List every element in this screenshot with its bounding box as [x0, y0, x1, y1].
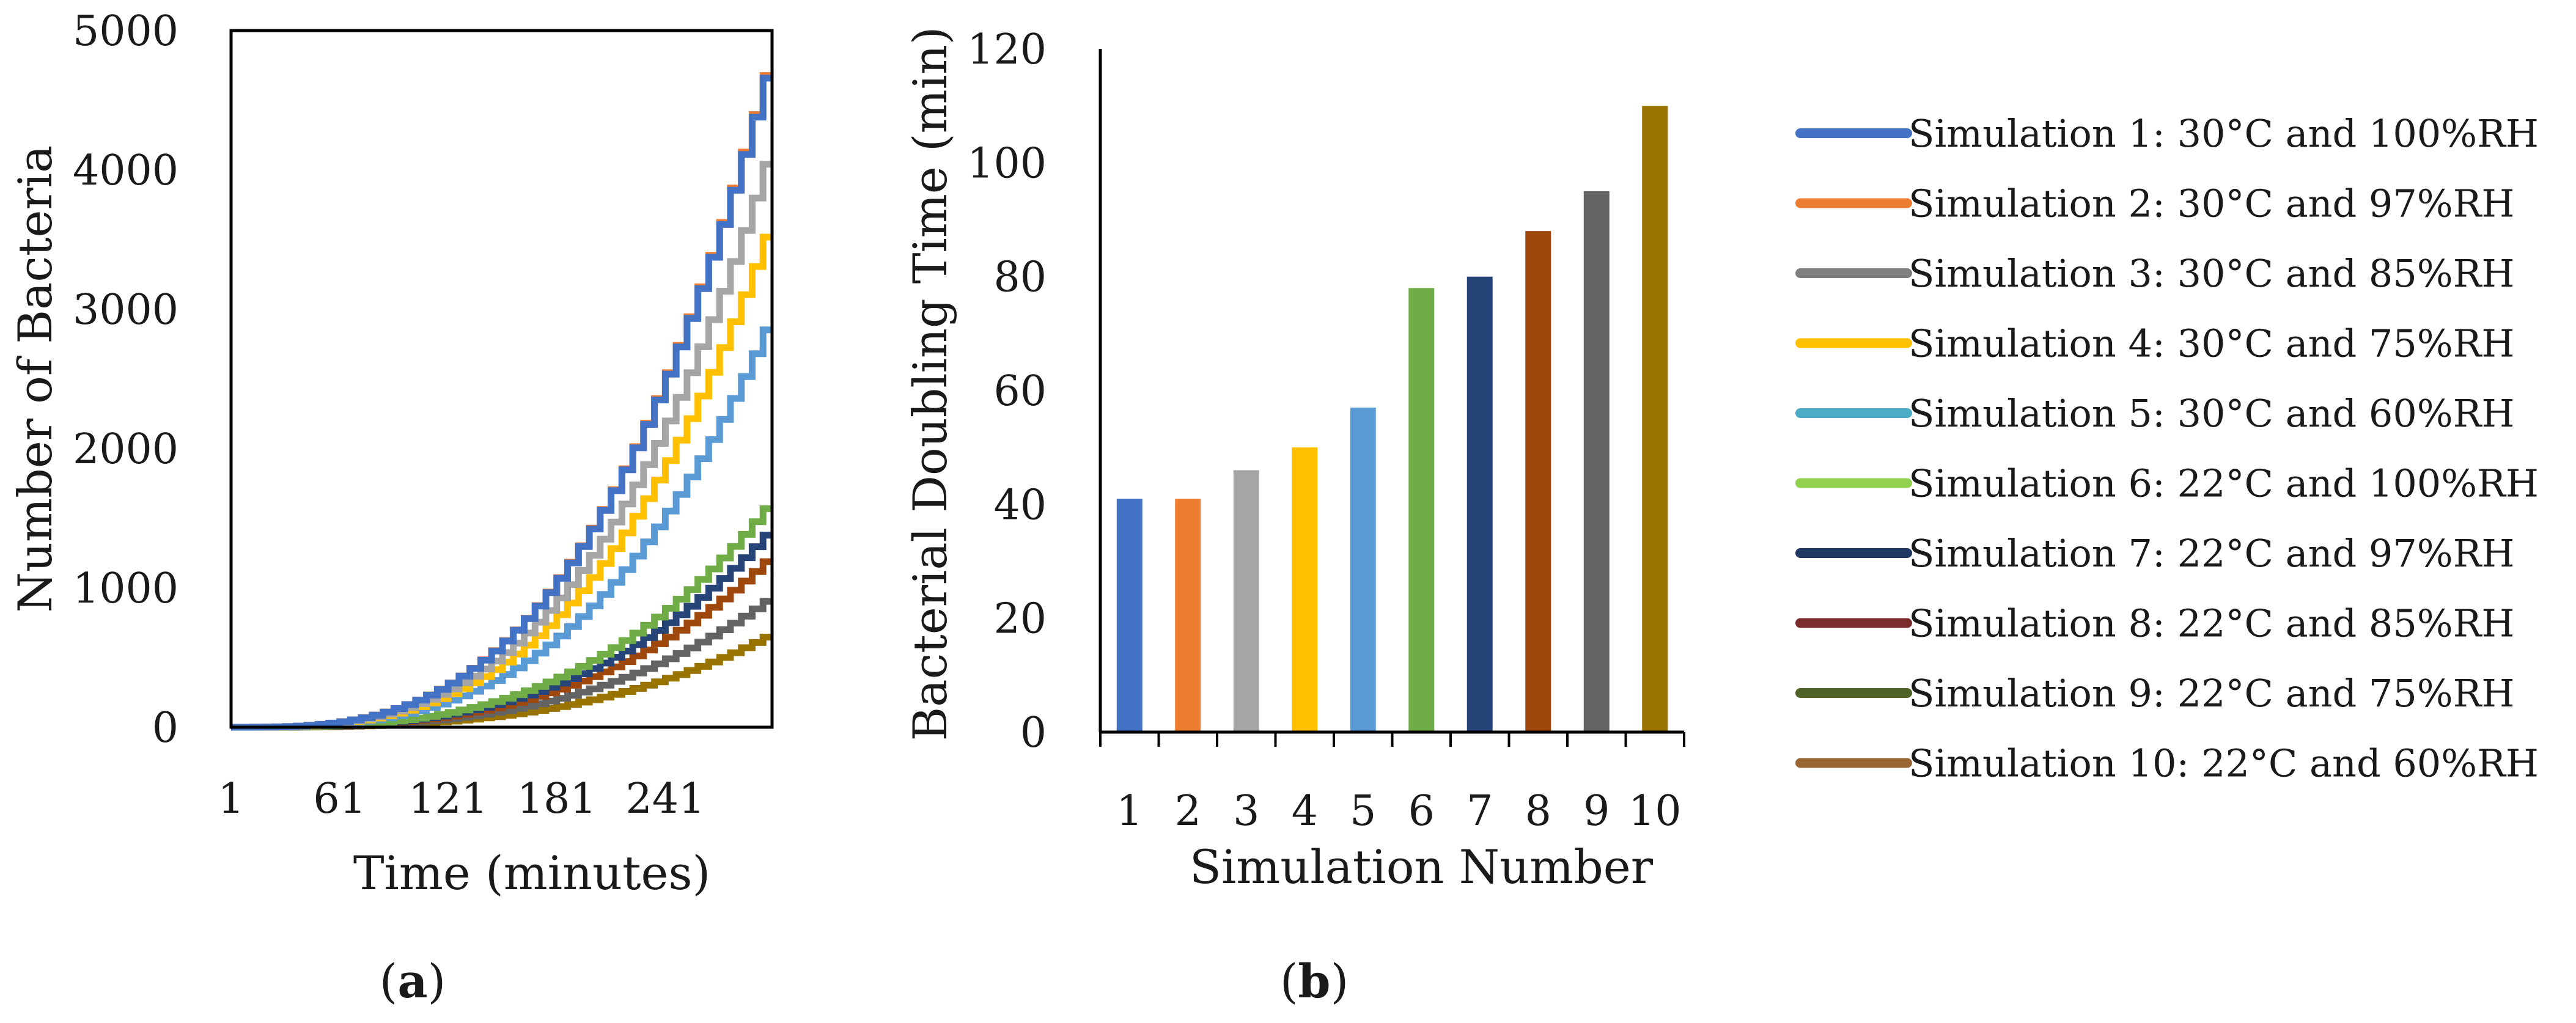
- bar-sim-2: [1175, 499, 1201, 732]
- b-y-tick-label: 80: [993, 254, 1047, 302]
- legend-item-7: Simulation 7: 22°C and 97%RH: [1795, 531, 2514, 576]
- b-x-tick-label: 3: [1233, 787, 1259, 835]
- a-y-tick-label: 1000: [73, 565, 178, 613]
- panel-a-series-lines: [231, 72, 772, 731]
- legend-label: Simulation 8: 22°C and 85%RH: [1908, 601, 2514, 646]
- a-y-tick-label: 0: [152, 704, 178, 752]
- panel-b-x-tick-labels: 1 2 3 4 5 6 7 8 9 10: [1116, 787, 1681, 835]
- b-x-tick-label: 4: [1292, 787, 1318, 835]
- bar-sim-9: [1583, 191, 1610, 733]
- b-y-tick-label: 0: [1020, 709, 1047, 757]
- a-x-tick-label: 1: [218, 775, 244, 823]
- bar-sim-1: [1116, 499, 1143, 732]
- panel-b-bar-chart: 0 20 40 60 80 100 120 1 2 3 4 5 6 7 8 9 10 Simulation N…: [903, 26, 1685, 1008]
- legend-label: Simulation 5: 30°C and 60%RH: [1908, 391, 2514, 436]
- b-y-tick-label: 40: [993, 481, 1047, 529]
- legend-label: Simulation 3: 30°C and 85%RH: [1908, 251, 2514, 296]
- b-x-tick-label: 8: [1525, 787, 1551, 835]
- legend-label: Simulation 2: 30°C and 97%RH: [1908, 182, 2514, 226]
- legend-item-10: Simulation 10: 22°C and 60%RH: [1795, 741, 2539, 786]
- a-x-tick-label: 241: [625, 775, 705, 823]
- bar-sim-8: [1525, 231, 1551, 733]
- a-x-tick-label: 121: [408, 775, 488, 823]
- a-y-tick-label: 5000: [73, 7, 178, 56]
- a-y-tick-label: 2000: [73, 425, 178, 474]
- b-y-tick-label: 120: [967, 26, 1047, 74]
- b-x-tick-label: 5: [1350, 787, 1376, 835]
- panel-a-x-axis-title: Time (minutes): [353, 846, 710, 900]
- legend-label: Simulation 1: 30°C and 100%RH: [1908, 111, 2539, 156]
- bar-sim-4: [1292, 447, 1318, 732]
- legend-item-8: Simulation 8: 22°C and 85%RH: [1795, 601, 2514, 646]
- panel-a-y-axis-title: Number of Bacteria: [8, 145, 62, 613]
- legend: Simulation 1: 30°C and 100%RH Simulation …: [1795, 111, 2539, 786]
- legend-label: Simulation 9: 22°C and 75%RH: [1908, 671, 2514, 716]
- bar-sim-6: [1408, 288, 1435, 732]
- bar-sim-3: [1233, 470, 1259, 732]
- b-y-tick-label: 20: [993, 595, 1047, 644]
- legend-item-4: Simulation 4: 30°C and 75%RH: [1795, 321, 2514, 366]
- panel-a-x-tick-labels: 1 61 121 181 241: [218, 775, 705, 823]
- b-x-tick-label: 10: [1628, 787, 1682, 835]
- b-y-tick-label: 100: [967, 139, 1047, 188]
- a-y-tick-label: 4000: [73, 147, 178, 195]
- b-x-tick-label: 6: [1408, 787, 1435, 835]
- series-line-sim-2: [231, 72, 772, 731]
- series-line-sim-1: [231, 75, 772, 731]
- panel-a-plot-frame: [229, 29, 774, 729]
- b-x-tick-label: 1: [1116, 787, 1143, 835]
- panel-a-line-chart: 0 1000 2000 3000 4000 5000 1 61 121 181 241 Time …: [8, 7, 774, 1008]
- legend-item-1: Simulation 1: 30°C and 100%RH: [1795, 111, 2539, 156]
- legend-label: Simulation 7: 22°C and 97%RH: [1908, 531, 2514, 576]
- bar-sim-7: [1466, 276, 1493, 733]
- legend-label: Simulation 10: 22°C and 60%RH: [1908, 741, 2539, 786]
- b-y-tick-label: 60: [993, 367, 1047, 416]
- legend-label: Simulation 4: 30°C and 75%RH: [1908, 321, 2514, 366]
- legend-item-2: Simulation 2: 30°C and 97%RH: [1795, 182, 2514, 226]
- legend-label: Simulation 6: 22°C and 100%RH: [1908, 461, 2539, 506]
- a-y-tick-label: 3000: [73, 286, 178, 334]
- panel-a-label: (a): [380, 954, 446, 1008]
- legend-item-9: Simulation 9: 22°C and 75%RH: [1795, 671, 2514, 716]
- legend-item-6: Simulation 6: 22°C and 100%RH: [1795, 461, 2539, 506]
- panel-b-x-axis-title: Simulation Number: [1190, 840, 1654, 894]
- legend-item-5: Simulation 5: 30°C and 60%RH: [1795, 391, 2514, 436]
- b-x-tick-label: 9: [1583, 787, 1610, 835]
- a-x-tick-label: 181: [517, 775, 597, 823]
- legend-item-3: Simulation 3: 30°C and 85%RH: [1795, 251, 2514, 296]
- bar-sim-10: [1642, 106, 1668, 733]
- b-x-tick-label: 7: [1466, 787, 1493, 835]
- panel-a-y-tick-labels: 0 1000 2000 3000 4000 5000: [73, 7, 178, 752]
- panel-b-label: (b): [1280, 954, 1349, 1008]
- a-x-tick-label: 61: [313, 775, 366, 823]
- panel-b-y-tick-labels: 0 20 40 60 80 100 120: [967, 26, 1047, 757]
- panel-b-y-axis-title: Bacterial Doubling Time (min): [903, 26, 957, 741]
- panel-b-bars: [1099, 106, 1685, 747]
- series-line-sim-6: [231, 505, 772, 731]
- b-x-tick-label: 2: [1175, 787, 1201, 835]
- bar-sim-5: [1350, 407, 1376, 732]
